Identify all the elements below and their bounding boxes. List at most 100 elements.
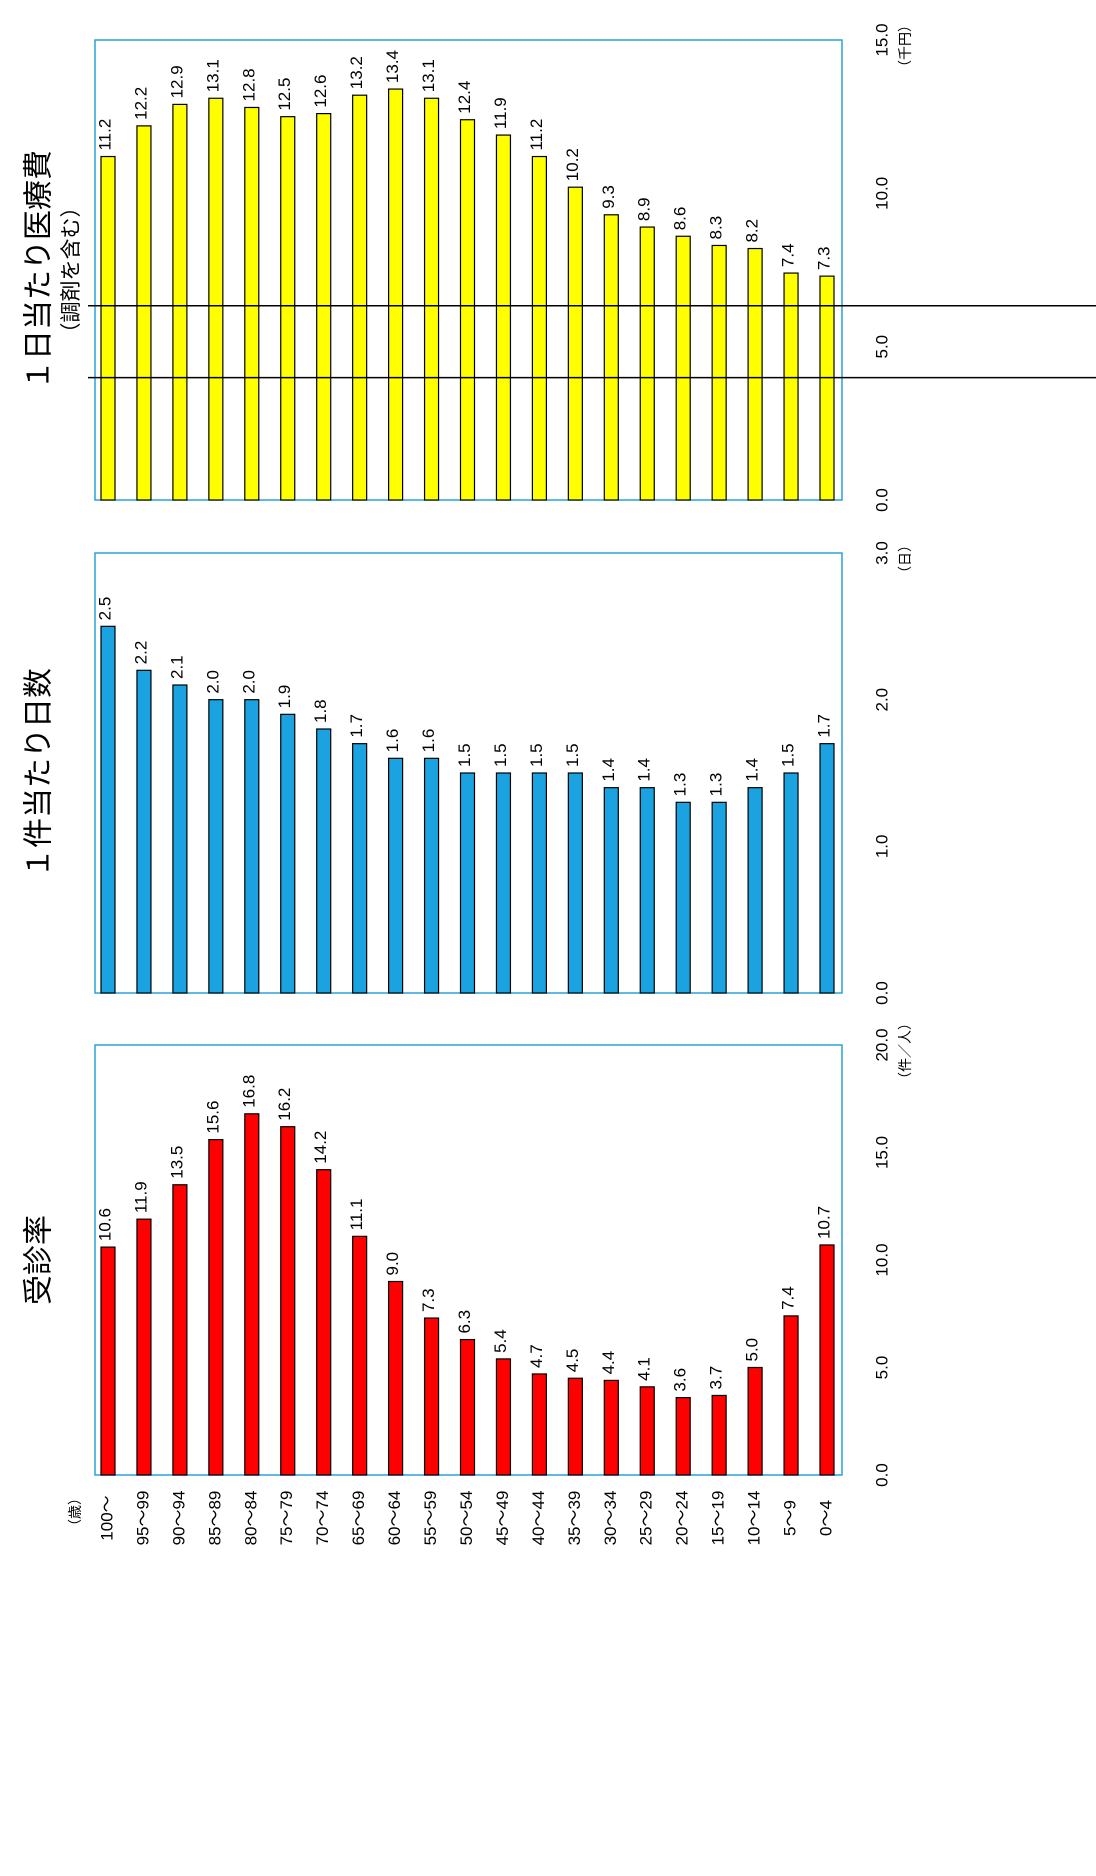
category-label: 30～34 [601,1491,620,1546]
bar [244,1113,260,1476]
bar [639,226,655,501]
bar [819,275,835,501]
data-label: 13.1 [419,59,438,92]
data-label: 4.5 [563,1349,582,1373]
data-label: 1.4 [635,758,654,782]
bar [567,1377,583,1476]
bar [531,155,548,501]
data-label: 1.7 [814,714,833,738]
data-label: 2.0 [239,670,258,694]
bar [603,787,619,994]
bar [603,1379,619,1476]
bar [603,214,619,501]
category-label: 20～24 [673,1491,692,1546]
bar [783,772,799,994]
data-label: 12.8 [239,68,258,101]
bar [172,103,188,501]
bar [136,1218,152,1476]
data-label: 7.4 [779,243,798,267]
category-label: 55～59 [421,1491,440,1546]
data-label: 11.1 [347,1199,366,1231]
data-label: 12.4 [455,81,474,114]
bar [172,1184,188,1476]
category-label: 35～39 [565,1491,584,1546]
panel-title: 受診率 [22,1215,57,1305]
bar [316,112,332,501]
data-label: 10.2 [563,148,582,181]
tick-label: 3.0 [872,541,891,565]
category-axis-unit: （歳） [68,1491,84,1533]
category-label: 40～44 [529,1491,548,1546]
category-label: 45～49 [493,1491,512,1546]
data-label: 1.3 [707,773,726,797]
bar [136,669,152,994]
bar [423,1317,440,1476]
bar [208,97,224,501]
data-label: 11.9 [131,1181,150,1213]
bar [352,743,368,994]
bar [567,772,583,994]
bar [711,244,727,501]
data-label: 1.5 [527,743,546,767]
data-label: 1.3 [671,773,690,797]
data-label: 11.2 [527,119,546,151]
bar [316,728,332,994]
category-label: 95～99 [133,1491,152,1546]
bar [747,247,763,501]
panel-3: 11.2 12.2 12.9 13.1 12.8 12.5 12.6 13.2 13.4 13.1… [22,18,915,512]
bar [388,1280,404,1476]
bar [459,1338,476,1476]
data-label: 8.6 [671,207,690,231]
bar [495,1358,512,1476]
category-label: 85～89 [205,1491,224,1546]
data-label: 6.3 [455,1310,474,1334]
tick-label: 10.0 [872,1243,891,1276]
bar [675,235,691,501]
data-label: 7.3 [419,1288,438,1312]
bar [388,88,404,501]
bar [352,1235,368,1476]
category-label: 100～ [97,1495,116,1540]
bar [244,106,260,501]
category-axis: 100～ 95～99 90～94 85～89 80～84 75～79 70～74 65～69 6… [68,1491,835,1546]
bar [711,1394,727,1476]
axis-unit: （件／人） [898,1016,914,1086]
bar [423,97,440,501]
tick-label: 15.0 [872,23,891,56]
tick-label: 5.0 [872,335,891,359]
bar [711,801,727,994]
bar [208,1138,224,1476]
data-label: 3.7 [707,1366,726,1390]
data-label: 12.5 [275,78,294,111]
tick-label: 15.0 [872,1136,891,1169]
category-label: 70～74 [313,1491,332,1546]
bar [280,116,296,501]
data-label: 1.4 [599,758,618,782]
category-label: 80～84 [241,1491,260,1546]
bar [100,1246,116,1476]
tick-label: 1.0 [872,835,891,859]
bar [531,1373,548,1476]
tick-label: 2.0 [872,688,891,712]
data-label: 12.6 [311,75,330,108]
category-label: 0～4 [816,1500,835,1536]
data-label: 8.2 [743,219,762,243]
bar [208,699,224,994]
data-label: 4.7 [527,1344,546,1368]
data-label: 8.3 [707,216,726,240]
data-label: 10.7 [814,1206,833,1239]
bar [172,684,188,994]
bar [531,772,548,994]
bar [136,125,152,501]
data-label: 1.6 [419,729,438,753]
data-label: 13.4 [383,50,402,83]
bar [388,757,404,994]
bar [423,757,440,994]
panel-subtitle: （調剤を含む） [59,197,83,344]
data-label: 1.7 [347,714,366,738]
data-label: 1.5 [779,743,798,767]
data-label: 11.2 [95,119,114,151]
data-label: 10.6 [95,1208,114,1241]
bar [639,787,655,994]
